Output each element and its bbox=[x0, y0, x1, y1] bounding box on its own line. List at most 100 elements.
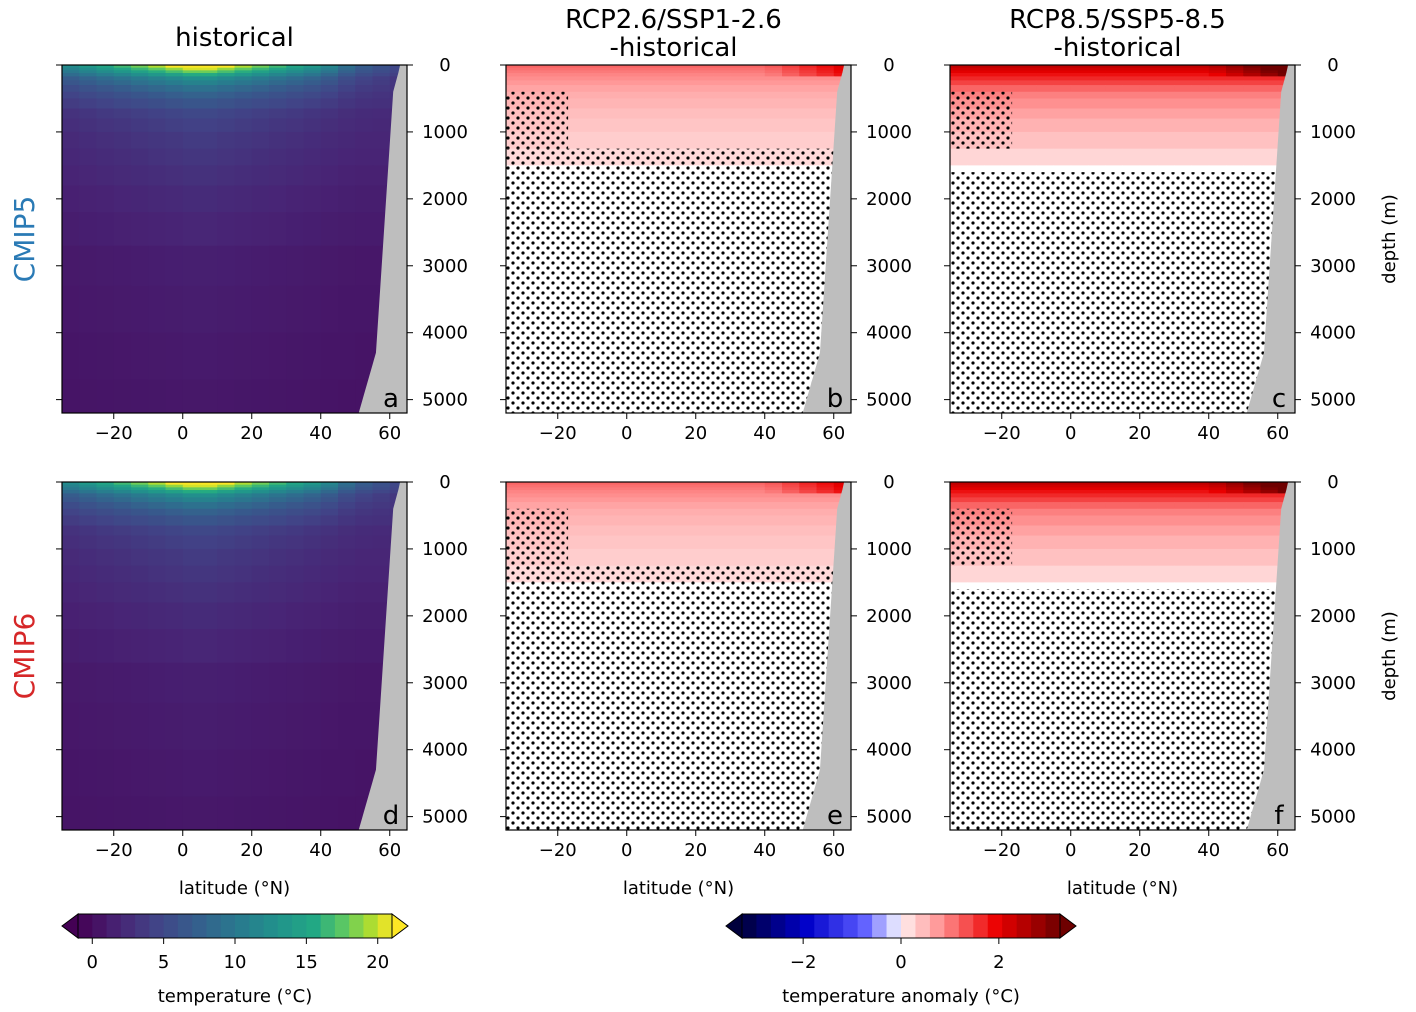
data-cell bbox=[303, 65, 322, 69]
data-cell bbox=[96, 332, 115, 381]
data-cell bbox=[217, 602, 236, 630]
data-cell bbox=[1260, 525, 1279, 537]
data-cell bbox=[389, 67, 407, 71]
data-cell bbox=[96, 515, 115, 527]
data-cell bbox=[269, 602, 287, 630]
data-cell bbox=[113, 749, 132, 798]
data-cell bbox=[234, 245, 253, 287]
data-cell bbox=[148, 582, 167, 604]
data-cell bbox=[1174, 565, 1193, 583]
data-cell bbox=[217, 185, 236, 213]
data-cell bbox=[269, 85, 287, 93]
data-cell bbox=[609, 118, 628, 133]
data-cell bbox=[575, 535, 593, 550]
data-cell bbox=[79, 131, 98, 150]
colorbar-bin bbox=[1045, 914, 1061, 938]
data-cell bbox=[62, 148, 80, 166]
data-cell bbox=[338, 67, 356, 71]
data-cell bbox=[355, 80, 374, 86]
data-cell bbox=[575, 85, 593, 93]
data-cell bbox=[96, 108, 115, 120]
data-cell bbox=[269, 131, 287, 150]
data-cell bbox=[182, 65, 201, 69]
stippling bbox=[950, 589, 1295, 830]
data-cell bbox=[1105, 80, 1124, 86]
colorbar-bin bbox=[163, 914, 179, 938]
data-cell bbox=[79, 565, 98, 583]
data-cell bbox=[62, 749, 80, 798]
data-cell bbox=[764, 490, 783, 494]
data-cell bbox=[389, 65, 407, 69]
data-cell bbox=[1260, 493, 1279, 498]
data-cell bbox=[79, 508, 98, 517]
data-cell bbox=[1174, 484, 1193, 488]
data-cell bbox=[1019, 548, 1037, 567]
data-cell bbox=[165, 80, 184, 86]
data-cell bbox=[1208, 508, 1227, 517]
data-cell bbox=[269, 73, 287, 77]
data-cell bbox=[1088, 493, 1106, 498]
data-cell bbox=[1053, 535, 1072, 550]
data-cell bbox=[678, 70, 697, 74]
data-cell bbox=[782, 73, 800, 77]
data-cell bbox=[217, 65, 236, 69]
data-cell bbox=[200, 582, 218, 604]
stippling bbox=[506, 508, 569, 566]
data-cell bbox=[1088, 148, 1106, 166]
data-cell bbox=[626, 65, 645, 69]
data-cell bbox=[1036, 131, 1055, 150]
data-cell bbox=[1001, 565, 1020, 583]
data-cell bbox=[372, 565, 391, 583]
data-cell bbox=[782, 490, 800, 494]
data-cell bbox=[575, 65, 593, 69]
y-tick-label: 1000 bbox=[1310, 122, 1356, 143]
data-cell bbox=[540, 73, 559, 77]
data-cell bbox=[1226, 148, 1244, 166]
data-cell bbox=[131, 108, 149, 120]
y-tick-label: 3000 bbox=[1310, 673, 1356, 694]
y-tick-label: 1000 bbox=[422, 539, 468, 560]
data-cell bbox=[1105, 65, 1124, 69]
data-cell bbox=[678, 525, 697, 537]
colorbar-bin bbox=[756, 914, 772, 938]
data-cell bbox=[575, 525, 593, 537]
data-cell bbox=[79, 490, 98, 494]
data-cell bbox=[747, 73, 766, 77]
data-cell bbox=[182, 502, 201, 510]
data-cell bbox=[182, 662, 201, 704]
data-cell bbox=[1001, 490, 1020, 494]
data-cell bbox=[764, 131, 783, 150]
data-cell bbox=[79, 548, 98, 567]
plot-area bbox=[506, 65, 851, 413]
data-cell bbox=[644, 497, 662, 503]
data-cell bbox=[286, 65, 305, 69]
land-mask bbox=[351, 65, 407, 413]
data-cell bbox=[269, 148, 287, 166]
data-cell bbox=[1139, 65, 1158, 69]
data-cell bbox=[1139, 493, 1158, 498]
data-cell bbox=[131, 379, 149, 413]
data-cell bbox=[730, 484, 749, 488]
data-cell bbox=[1157, 484, 1175, 488]
data-cell bbox=[303, 73, 322, 77]
data-cell bbox=[372, 67, 391, 71]
data-cell bbox=[575, 502, 593, 510]
data-cell bbox=[609, 535, 628, 550]
data-cell bbox=[626, 502, 645, 510]
data-cell bbox=[355, 332, 374, 381]
data-cell bbox=[148, 535, 167, 550]
data-cell bbox=[609, 108, 628, 120]
data-cell bbox=[950, 497, 968, 503]
data-cell bbox=[592, 76, 611, 81]
data-cell bbox=[148, 796, 167, 830]
data-cell bbox=[148, 148, 167, 166]
data-cell bbox=[1019, 508, 1037, 517]
data-cell bbox=[1122, 67, 1141, 71]
colorbar-bin bbox=[320, 914, 336, 938]
data-cell bbox=[182, 493, 201, 498]
data-cell bbox=[286, 602, 305, 630]
data-cell bbox=[96, 148, 115, 166]
data-cell bbox=[217, 76, 236, 81]
data-cell bbox=[1036, 548, 1055, 567]
data-cell bbox=[217, 582, 236, 604]
